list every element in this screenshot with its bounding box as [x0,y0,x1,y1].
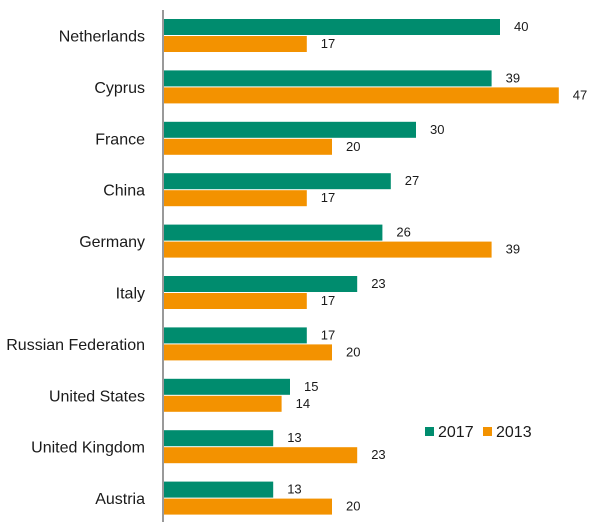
value-label: 20 [346,499,360,514]
bar-2017-netherlands [164,19,500,35]
bar-2013-germany [164,241,492,258]
bar-2017-cyprus [164,70,492,87]
bar-2017-germany [164,224,383,241]
bar-2013-united-kingdom [164,447,358,464]
value-label: 13 [287,482,301,497]
bar-2013-cyprus [164,87,559,104]
category-label: United Kingdom [31,440,145,457]
bar-2013-france [164,138,332,155]
value-label: 26 [396,225,410,240]
value-label: 17 [321,36,335,51]
category-label: France [95,131,145,148]
value-label: 39 [506,242,520,257]
category-label: Italy [116,286,145,303]
legend-swatch-2013 [483,427,492,436]
bars-layer [164,19,559,515]
bar-2017-united-states [164,378,290,395]
category-label: Austria [95,491,145,508]
bar-2013-netherlands [164,36,307,52]
category-label: Netherlands [59,29,145,46]
legend-label-2013: 2013 [496,424,532,441]
value-label: 20 [346,344,360,359]
category-label: Russian Federation [6,337,145,354]
value-label: 23 [371,276,385,291]
bar-2017-russian-federation [164,327,307,344]
bar-2013-china [164,190,307,207]
value-label: 40 [514,19,528,34]
labels-layer: Netherlands 40 17 Cyprus 39 47 France 30 20 China… [6,19,587,514]
value-label: 17 [321,293,335,308]
category-label: United States [49,388,145,405]
value-label: 39 [506,70,520,85]
value-label: 17 [321,327,335,342]
value-label: 14 [296,396,310,411]
category-label: China [103,183,145,200]
legend: 2017 2013 [425,424,532,441]
category-label: Germany [79,234,145,251]
bar-2017-italy [164,276,358,292]
bar-2017-austria [164,481,274,498]
bar-2017-france [164,121,416,138]
value-label: 20 [346,139,360,154]
bar-2013-russian-federation [164,344,332,361]
legend-swatch-2017 [425,427,434,436]
value-label: 13 [287,430,301,445]
value-label: 17 [321,190,335,205]
legend-label-2017: 2017 [438,424,474,441]
bar-2017-united-kingdom [164,430,274,447]
category-label: Cyprus [94,80,145,97]
value-label: 47 [573,87,587,102]
bar-2013-united-states [164,395,282,412]
bar-2013-austria [164,498,332,515]
bar-2017-china [164,173,391,190]
value-label: 23 [371,447,385,462]
value-label: 30 [430,122,444,137]
value-label: 27 [405,173,419,188]
value-label: 15 [304,379,318,394]
bar-2013-italy [164,293,307,309]
